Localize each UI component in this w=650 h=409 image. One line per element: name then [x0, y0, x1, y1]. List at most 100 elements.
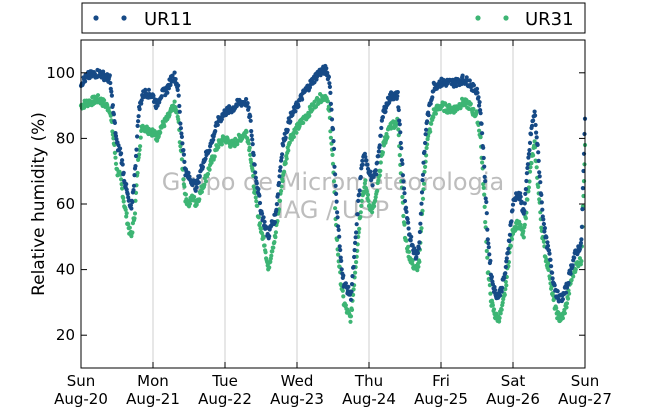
data-point-ur11 [477, 100, 482, 105]
data-point-ur31 [259, 226, 264, 231]
data-point-ur31 [502, 292, 507, 297]
data-point-ur11 [552, 283, 557, 288]
data-point-ur11 [349, 289, 354, 294]
data-point-ur31 [181, 177, 186, 182]
x-tick-label-date: Aug-24 [342, 390, 396, 408]
data-point-ur31 [370, 210, 375, 215]
data-point-ur11 [531, 118, 536, 123]
data-point-ur11 [279, 155, 284, 160]
data-point-ur31 [366, 198, 371, 203]
data-point-ur11 [131, 183, 137, 188]
data-point-ur11 [365, 162, 370, 167]
data-point-ur11 [483, 179, 488, 184]
data-point-ur31 [544, 257, 549, 262]
data-point-ur11 [178, 126, 183, 131]
data-point-ur31 [433, 111, 438, 116]
data-point-ur11 [182, 159, 187, 164]
x-tick-label-day: Sun [67, 372, 96, 390]
data-point-ur11 [159, 94, 164, 99]
data-point-ur11 [485, 227, 490, 232]
data-point-ur31 [416, 264, 421, 269]
data-point-ur31 [569, 278, 574, 283]
data-point-ur31 [248, 152, 253, 157]
data-point-ur11 [280, 152, 285, 157]
data-point-ur11 [397, 118, 402, 123]
data-point-ur11 [359, 166, 364, 171]
data-point-ur11 [116, 143, 121, 148]
data-point-ur31 [192, 194, 197, 199]
x-tick-label-day: Tue [211, 372, 238, 390]
data-point-ur11 [254, 181, 259, 186]
data-point-ur11 [121, 170, 126, 175]
data-point-ur31 [255, 203, 260, 208]
data-point-ur11 [538, 180, 543, 185]
data-point-ur31 [121, 195, 126, 201]
data-point-ur11 [267, 234, 272, 239]
data-point-ur31 [357, 226, 362, 231]
data-point-ur11 [107, 73, 112, 78]
data-point-ur11 [499, 289, 504, 294]
data-point-ur31 [491, 307, 497, 312]
data-point-ur11 [405, 217, 410, 222]
legend: UR11 UR31 [93, 9, 574, 30]
data-point-ur11 [479, 121, 484, 126]
data-point-ur11 [178, 121, 183, 126]
data-point-ur11 [555, 289, 560, 294]
data-point-ur31 [554, 306, 559, 311]
data-point-ur11 [337, 234, 342, 239]
data-point-ur31 [471, 106, 476, 112]
data-point-ur31 [267, 265, 272, 270]
data-point-ur31 [485, 255, 490, 260]
data-point-ur11 [337, 244, 342, 249]
data-point-ur11 [248, 114, 253, 119]
data-point-ur11 [519, 199, 524, 204]
y-axis-label: Relative humidity (%) [29, 112, 49, 296]
data-point-ur31 [481, 185, 486, 190]
legend-marker-ur11 [121, 15, 127, 21]
data-point-ur11 [179, 131, 184, 136]
data-point-ur11 [213, 129, 218, 134]
data-point-ur11 [570, 263, 575, 268]
data-point-ur31 [273, 230, 278, 235]
data-point-ur11 [533, 113, 538, 118]
data-point-ur11 [180, 141, 185, 146]
data-point-ur11 [364, 158, 369, 163]
data-point-ur31 [531, 153, 536, 158]
data-point-ur31 [375, 188, 380, 193]
data-point-ur31 [579, 259, 584, 264]
data-point-ur11 [176, 93, 181, 98]
data-point-ur11 [261, 215, 266, 220]
data-point-ur31 [400, 194, 405, 200]
data-point-ur11 [423, 132, 428, 137]
data-point-ur11 [119, 151, 124, 156]
data-point-ur11 [400, 173, 405, 178]
data-point-ur11 [376, 149, 381, 154]
data-point-ur31 [95, 93, 101, 98]
data-point-ur11 [525, 165, 530, 171]
data-point-ur31 [256, 215, 261, 220]
data-point-ur31 [562, 311, 568, 316]
data-point-ur11 [579, 237, 584, 242]
data-point-ur11 [563, 290, 569, 295]
data-point-ur11 [360, 162, 365, 167]
data-point-ur11 [487, 252, 492, 257]
data-point-ur11 [572, 255, 577, 260]
data-point-ur31 [431, 115, 436, 120]
x-tick-label-date: Aug-25 [414, 390, 468, 408]
data-point-ur31 [254, 199, 259, 204]
data-point-ur11 [113, 133, 119, 139]
data-point-ur11 [325, 70, 330, 75]
data-point-ur11 [128, 203, 133, 208]
data-point-ur11 [356, 198, 361, 203]
data-point-ur31 [273, 235, 278, 240]
data-point-ur11 [335, 210, 340, 215]
data-point-ur31 [578, 262, 584, 267]
data-point-ur11 [249, 133, 254, 138]
data-point-ur11 [353, 235, 358, 240]
data-point-ur11 [536, 158, 541, 163]
data-point-ur31 [271, 245, 276, 250]
data-point-ur31 [272, 240, 277, 245]
data-point-ur31 [253, 195, 258, 200]
data-point-ur31 [325, 99, 330, 104]
data-point-ur31 [123, 207, 128, 212]
